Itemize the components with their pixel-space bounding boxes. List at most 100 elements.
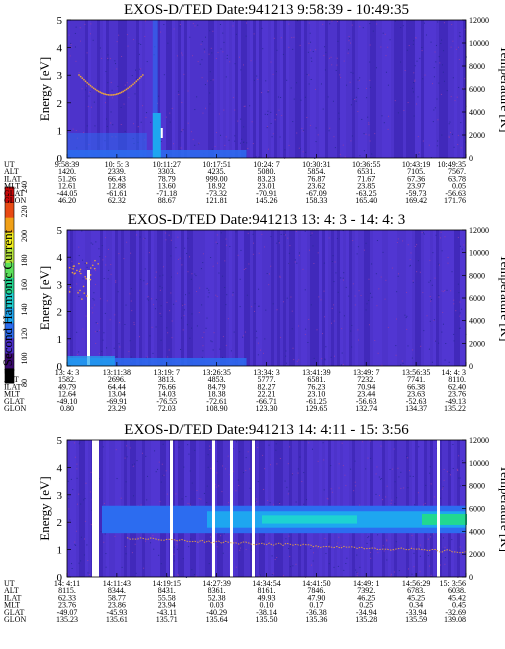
texture-column [109,20,112,158]
ytick-label: 3 [57,490,63,502]
texture-dot [223,109,225,111]
texture-dot [108,269,110,271]
texture-dot [292,347,294,349]
texture-column [301,230,304,366]
texture-dot [207,296,209,298]
texture-dot [172,143,174,145]
texture-dot [196,96,198,98]
colorbar-tick-label: 140 [20,304,29,316]
texture-dot [146,298,148,300]
texture-column [85,230,88,366]
texture-dot [450,290,452,292]
texture-column [280,230,283,366]
texture-dot [387,46,389,48]
texture-dot [306,499,308,501]
texture-dot [105,566,107,568]
orbit-cell: 14:56:29 [402,579,430,588]
texture-dot [182,329,184,331]
texture-dot [83,499,85,501]
texture-dot [413,40,415,42]
texture-dot [457,236,459,238]
panel-1: EXOS-D/TED Date:941213 9:58:39 - 10:49:3… [4,2,505,205]
texture-dot [235,566,237,568]
texture-dot [180,349,182,351]
orbit-cell: 999.00 [206,174,228,183]
texture-dot [167,332,169,334]
texture-dot [92,312,94,314]
texture-dot [227,318,229,320]
texture-dot [280,37,282,39]
texture-dot [326,497,328,499]
texture-dot [72,489,74,491]
texture-dot [427,538,429,540]
texture-dot [189,256,191,258]
texture-dot [435,234,437,236]
texture-dot [201,41,203,43]
texture-dot [254,303,256,305]
texture-dot [412,91,414,93]
texture-column [196,20,199,158]
texture-dot [208,292,210,294]
texture-dot [430,574,432,576]
texture-dot [409,259,411,261]
texture-dot [178,258,180,260]
texture-dot [276,557,278,559]
texture-dot [350,330,352,332]
texture-dot [444,236,446,238]
orbit-cell: 13: 4: 3 [55,368,79,377]
texture-column [358,230,361,366]
temperature-point [119,92,121,94]
spectrogram-texture [67,230,467,367]
temperature-point [91,86,93,88]
orbit-cell: 14:19:15 [153,579,181,588]
texture-dot [215,294,217,296]
texture-dot [381,364,383,366]
texture-dot [448,137,450,139]
texture-dot [76,463,78,465]
texture-dot [222,32,224,34]
texture-dot [369,552,371,554]
colorbar-swatch [5,187,14,203]
texture-dot [274,559,276,561]
texture-column [205,230,208,366]
texture-dot [249,468,251,470]
texture-dot [351,324,353,326]
texture-dot [222,275,224,277]
texture-column [76,440,79,577]
orbit-cell: -40.29 [206,608,227,617]
texture-dot [153,548,155,550]
texture-dot [189,504,191,506]
texture-dot [75,26,77,28]
orbit-cell: 0.80 [60,404,74,413]
texture-dot [268,273,270,275]
texture-column [313,20,316,158]
texture-dot [350,42,352,44]
orbit-cell: 22.21 [258,390,276,399]
texture-dot [254,500,256,502]
texture-dot [331,491,333,493]
texture-dot [453,299,455,301]
texture-dot [359,155,361,157]
texture-column [358,20,361,158]
orbit-cell: 23.94 [158,601,176,610]
texture-dot [310,564,312,566]
texture-dot [340,277,342,279]
texture-dot [418,446,420,448]
texture-dot [213,332,215,334]
texture-column [298,20,301,158]
texture-dot [341,328,343,330]
texture-dot [161,463,163,465]
texture-column [319,230,322,366]
texture-dot [80,536,82,538]
texture-column [82,20,85,158]
texture-dot [305,151,307,153]
orbit-cell: 14: 4:11 [54,579,80,588]
texture-column [178,20,181,158]
texture-dot [457,46,459,48]
orbit-cell: 66.43 [108,174,126,183]
texture-dot [267,91,269,93]
temperature-point [130,84,133,87]
texture-dot [189,503,191,505]
texture-column [214,20,217,158]
orbit-cell: 13.60 [158,182,176,191]
